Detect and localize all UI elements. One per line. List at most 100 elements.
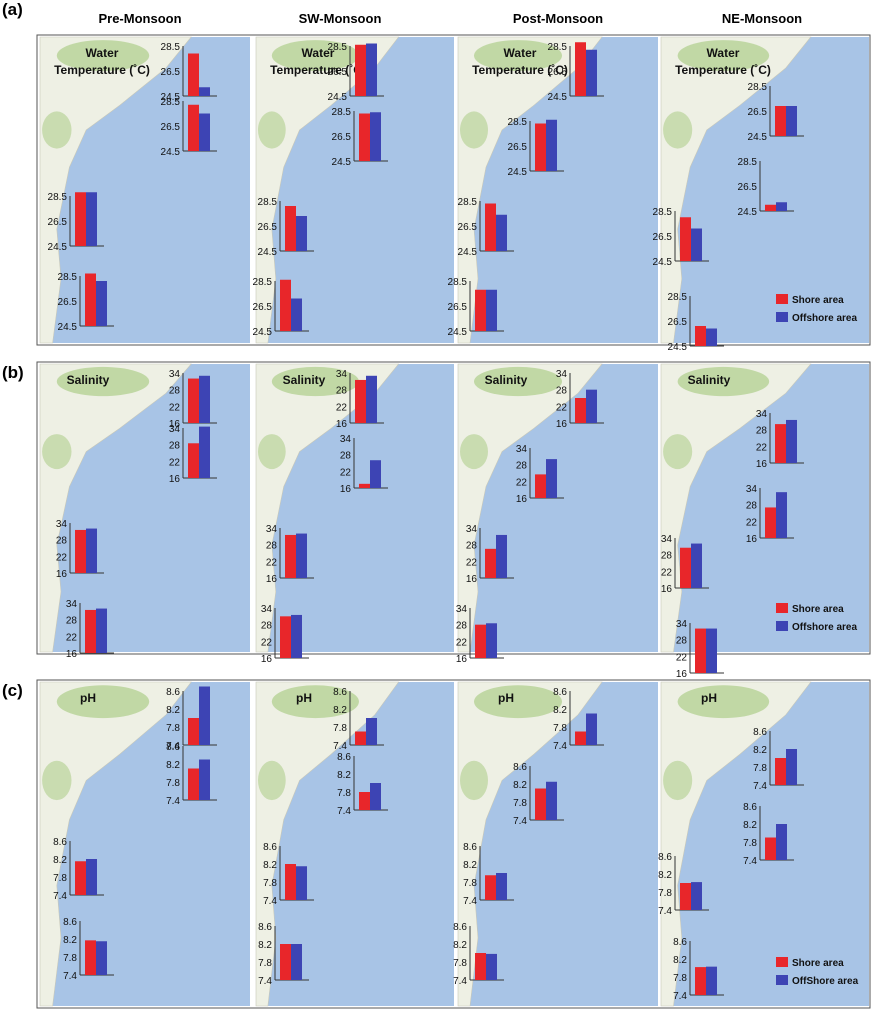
- tick-label: 28: [169, 386, 181, 397]
- tick-label: 8.6: [333, 687, 347, 698]
- legend-label-offshore: Offshore area: [792, 622, 857, 633]
- bar-shore: [85, 940, 96, 975]
- tick-label: 24.5: [508, 167, 528, 178]
- chart-title: Temperature (˚C): [54, 63, 150, 77]
- station-chart: 28.5 26.5 24.5: [508, 117, 564, 178]
- tick-label: 8.2: [658, 870, 672, 881]
- chart-title: Temperature (˚C): [270, 63, 366, 77]
- bar-shore: [359, 792, 370, 810]
- tick-label: 7.4: [63, 971, 77, 982]
- forest-area: [460, 111, 488, 149]
- bar-shore: [280, 279, 291, 331]
- legend: Shore area OffShore area: [776, 957, 859, 987]
- tick-label: 8.2: [166, 760, 180, 771]
- tick-label: 16: [266, 574, 278, 585]
- station-chart: 8.6 8.2 7.8 7.4: [453, 922, 504, 987]
- tick-label: 22: [466, 557, 478, 568]
- forest-area: [56, 685, 150, 719]
- station-chart: 8.6 8.2 7.8 7.4: [463, 842, 514, 907]
- legend: Shore area Offshore area: [776, 603, 857, 633]
- bar-offshore: [296, 533, 307, 578]
- tick-label: 8.6: [63, 917, 77, 928]
- station-chart: 34 28 22 16: [169, 424, 217, 485]
- panel-label: (a): [2, 0, 23, 19]
- tick-label: 7.8: [333, 723, 347, 734]
- tick-label: 28.5: [653, 207, 673, 218]
- bar-offshore: [86, 192, 97, 246]
- tick-label: 28.5: [48, 192, 68, 203]
- tick-label: 7.8: [743, 838, 757, 849]
- tick-label: 7.4: [166, 796, 180, 807]
- station-chart: 8.6 8.2 7.8 7.4: [337, 752, 388, 817]
- tick-label: 16: [340, 484, 352, 495]
- tick-label: 7.4: [337, 806, 351, 817]
- tick-label: 8.6: [263, 842, 277, 853]
- tick-label: 28.5: [161, 97, 181, 108]
- tick-label: 7.8: [753, 763, 767, 774]
- tick-label: 8.2: [553, 705, 567, 716]
- season-label-ne-monsoon: NE-Monsoon: [722, 11, 802, 26]
- forest-area: [677, 366, 770, 397]
- station-chart: 8.6 8.2 7.8 7.4: [53, 837, 104, 902]
- land-area: [660, 36, 812, 344]
- bar-offshore: [370, 460, 381, 488]
- tick-label: 26.5: [48, 217, 68, 228]
- map-cell: [39, 681, 250, 1007]
- tick-label: 7.4: [673, 991, 687, 1002]
- tick-label: 22: [169, 402, 181, 413]
- station-chart: 34 28 22 16: [456, 604, 504, 665]
- chart-title: pH: [296, 691, 312, 705]
- tick-label: 34: [169, 424, 181, 435]
- tick-label: 28.5: [161, 42, 181, 53]
- land-area: [39, 36, 192, 344]
- bar-shore: [575, 398, 586, 423]
- station-chart: 8.6 8.2 7.8 7.4: [258, 922, 309, 987]
- panel-0: (a) Water Temperature (˚C) Water Temperature…: [2, 0, 871, 353]
- bar-shore: [775, 424, 786, 463]
- station-chart: 34 28 22 16: [661, 534, 709, 595]
- tick-label: 22: [340, 467, 352, 478]
- station-chart: 8.6 8.2 7.8 7.4: [753, 727, 804, 792]
- legend-label-offshore: OffShore area: [792, 976, 859, 987]
- forest-area: [257, 434, 286, 470]
- bar-shore: [575, 731, 586, 745]
- tick-label: 7.8: [263, 878, 277, 889]
- forest-area: [677, 40, 770, 72]
- tick-label: 26.5: [258, 222, 278, 233]
- tick-label: 22: [261, 637, 273, 648]
- station-chart: 34 28 22 16: [66, 599, 114, 660]
- tick-label: 22: [169, 457, 181, 468]
- tick-label: 24.5: [448, 327, 468, 338]
- map-cell: [39, 36, 250, 344]
- station-chart: 34 28 22 16: [340, 434, 388, 495]
- tick-label: 8.6: [258, 922, 272, 933]
- station-chart: 28.5 26.5 24.5: [448, 277, 504, 338]
- legend-swatch-shore: [776, 294, 788, 304]
- station-chart: 8.6 8.2 7.8 7.4: [513, 762, 564, 827]
- bar-shore: [680, 547, 691, 588]
- tick-label: 8.6: [463, 842, 477, 853]
- bar-offshore: [199, 759, 210, 800]
- bar-offshore: [706, 328, 717, 346]
- station-chart: 28.5 26.5 24.5: [161, 42, 217, 103]
- tick-label: 22: [56, 552, 68, 563]
- tick-label: 26.5: [161, 122, 181, 133]
- legend-swatch-offshore: [776, 312, 788, 322]
- tick-label: 7.4: [553, 741, 567, 752]
- tick-label: 22: [336, 402, 348, 413]
- panel-1: (b) Salinity Salinity Salinity Salinity 34 28 2…: [2, 361, 871, 680]
- station-chart: 8.6 8.2 7.8 7.4: [63, 917, 114, 982]
- bar-offshore: [370, 783, 381, 810]
- bar-offshore: [199, 426, 210, 478]
- map-cell: [457, 363, 658, 653]
- tick-label: 26.5: [508, 142, 528, 153]
- forest-area: [257, 111, 286, 149]
- bar-offshore: [199, 87, 210, 96]
- tick-label: 28.5: [548, 42, 568, 53]
- land-area: [255, 36, 400, 344]
- season-label-sw-monsoon: SW-Monsoon: [299, 11, 382, 26]
- tick-label: 24.5: [161, 92, 181, 103]
- tick-label: 16: [169, 474, 181, 485]
